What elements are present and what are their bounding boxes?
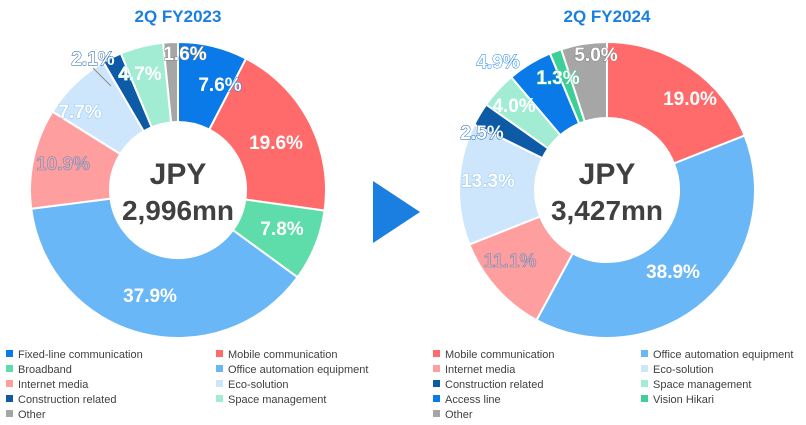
data-label-eco-solution: 7.7% — [58, 102, 101, 123]
legend-fy2023: Fixed-line communication Mobile communica… — [6, 349, 386, 421]
pie-slice-mobile-communication — [606, 40, 746, 165]
center-total-label: 3,427mn — [551, 195, 663, 226]
legend-swatch — [6, 350, 13, 357]
legend-swatch — [433, 380, 440, 387]
legend-swatch — [216, 350, 223, 357]
data-label-internet-media: 11.1% — [484, 251, 537, 272]
data-label-other: 5.0% — [574, 45, 617, 66]
data-label-internet-media: 10.9% — [36, 154, 90, 175]
center-currency-label: JPY — [150, 158, 207, 191]
legend-item-construction-related: Construction related — [433, 379, 543, 391]
legend-item-other: Other — [433, 409, 473, 421]
pie-slice-other — [560, 40, 608, 123]
legend-label: Eco-solution — [653, 364, 714, 376]
data-label-access-line: 4.9% — [476, 52, 519, 73]
data-label-broadband: 7.8% — [260, 219, 303, 240]
data-label-construction-related: 2.5% — [460, 123, 503, 144]
data-label-office-automation-equipment: 38.9% — [646, 262, 700, 283]
legend-swatch — [433, 395, 440, 402]
legend-swatch — [433, 410, 440, 417]
legend-swatch — [6, 365, 13, 372]
legend-swatch — [216, 365, 223, 372]
legend-swatch — [433, 350, 440, 357]
arrow-right-icon — [373, 181, 420, 243]
legend-item-internet-media: Internet media — [433, 364, 515, 376]
legend-label: Fixed-line communication — [18, 349, 143, 361]
center-currency-label: JPY — [579, 158, 636, 191]
legend-label: Other — [445, 409, 473, 421]
legend-swatch — [641, 395, 648, 402]
legend-item-construction-related: Construction related — [6, 394, 116, 406]
legend-item-mobile-communication: Mobile communication — [216, 349, 337, 361]
legend-label: Other — [18, 409, 46, 421]
data-label-fixed-line-communication: 7.6% — [198, 75, 241, 96]
data-label-vision-hikari: 1.3% — [536, 68, 579, 89]
legend-label: Internet media — [445, 364, 516, 376]
legend-item-internet-media: Internet media — [6, 379, 88, 391]
legend-swatch — [216, 380, 223, 387]
data-label-other: 1.6% — [163, 44, 206, 65]
legend-label: Office automation equipment — [228, 364, 369, 376]
legend-label: Internet media — [18, 379, 89, 391]
legend-label: Space management — [228, 394, 327, 406]
data-label-mobile-communication: 19.6% — [249, 133, 303, 154]
leader-line — [92, 67, 112, 87]
legend-item-office-automation-equipment: Office automation equipment — [216, 364, 368, 376]
legend-swatch — [216, 395, 223, 402]
legend-swatch — [433, 365, 440, 372]
pie-slice-office-automation-equipment — [30, 197, 299, 339]
data-label-mobile-communication: 19.0% — [663, 89, 717, 110]
data-label-space-management: 4.0% — [492, 96, 535, 117]
legend-label: Mobile communication — [445, 349, 555, 361]
legend-item-eco-solution: Eco-solution — [641, 364, 714, 376]
legend-item-eco-solution: Eco-solution — [216, 379, 289, 391]
legend-label: Eco-solution — [228, 379, 289, 391]
data-label-office-automation-equipment: 37.9% — [123, 286, 177, 307]
legend-swatch — [641, 380, 648, 387]
legend-item-space-management: Space management — [216, 394, 326, 406]
legend-item-fixed-line-communication: Fixed-line communication — [6, 349, 143, 361]
legend-item-vision-hikari: Vision Hikari — [641, 394, 714, 406]
data-label-eco-solution: 13.3% — [461, 171, 515, 192]
legend-item-mobile-communication: Mobile communication — [433, 349, 554, 361]
legend-label: Space management — [653, 379, 752, 391]
legend-label: Vision Hikari — [653, 394, 714, 406]
chart-title: 2Q FY2023 — [135, 7, 222, 26]
legend-swatch — [641, 350, 648, 357]
legend-item-other: Other — [6, 409, 46, 421]
donut-chart-fy2023: 2Q FY2023 JPY 2,996mn 7.6% 19.6% 7.8% 37.9% 10.… — [29, 7, 327, 339]
center-total-label: 2,996mn — [122, 195, 234, 226]
legend-label: Broadband — [18, 364, 72, 376]
legend-fy2024: Mobile communication Office automation eq… — [433, 349, 806, 421]
pie-slice-other — [162, 40, 179, 124]
legend-swatch — [6, 395, 13, 402]
donut-chart-fy2024: 2Q FY2024 JPY 3,427mn 19.0% 38.9% 11.1% 13.3% 2… — [458, 7, 756, 339]
legend-swatch — [641, 365, 648, 372]
pie-slice-office-automation-equipment — [535, 134, 756, 339]
legend-label: Mobile communication — [228, 349, 338, 361]
legend-item-office-automation-equipment: Office automation equipment — [641, 349, 793, 361]
legend-swatch — [6, 410, 13, 417]
legend-item-broadband: Broadband — [6, 364, 72, 376]
data-label-space-management: 4.7% — [118, 64, 161, 85]
legend-item-space-management: Space management — [641, 379, 751, 391]
legend-label: Access line — [445, 394, 501, 406]
legend-label: Construction related — [445, 379, 544, 391]
legend-label: Office automation equipment — [653, 349, 794, 361]
legend-item-access-line: Access line — [433, 394, 501, 406]
chart-title: 2Q FY2024 — [564, 7, 651, 26]
data-label-construction-related: 2.1% — [71, 49, 114, 70]
legend-label: Construction related — [18, 394, 117, 406]
pie-slice-mobile-communication — [207, 57, 327, 212]
legend-swatch — [6, 380, 13, 387]
